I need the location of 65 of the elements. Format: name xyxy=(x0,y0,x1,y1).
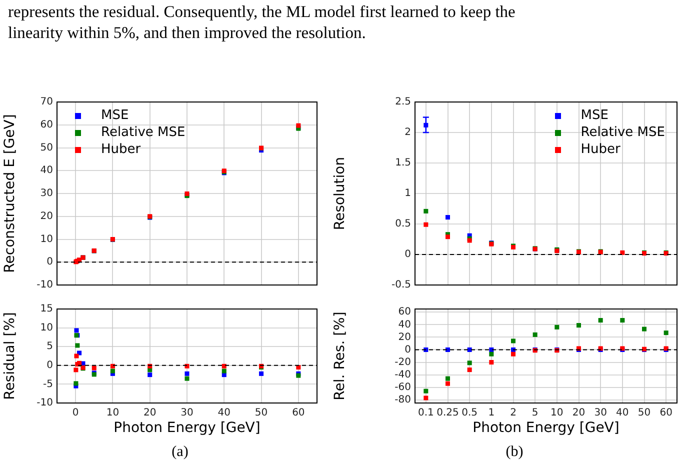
x-tick-label: 20 xyxy=(143,408,156,419)
legend-label: MSE xyxy=(580,107,608,124)
legend-label: Huber xyxy=(101,141,141,158)
y-tick-label: 1 xyxy=(404,188,411,200)
y-tick-label: 60 xyxy=(398,306,411,318)
y-tick-label: 0 xyxy=(46,256,53,268)
x-tick-label: 30 xyxy=(180,408,194,419)
y-tick-label: 0.5 xyxy=(395,218,411,230)
x-axis-title: Photon Energy [GeV] xyxy=(114,420,260,436)
y-tick-label: 0 xyxy=(404,249,411,260)
y-tick-label: -20 xyxy=(394,356,411,368)
x-tick-label: 30 xyxy=(594,408,607,419)
x-tick-label: 20 xyxy=(572,408,586,419)
y-tick-label: -10 xyxy=(36,280,53,291)
y-tick-label: 60 xyxy=(40,119,53,130)
y-tick-label: 40 xyxy=(398,319,411,330)
y-tick-label: 2.5 xyxy=(395,96,411,108)
y-tick-label: 40 xyxy=(40,165,53,176)
x-tick-label: 60 xyxy=(660,408,672,419)
y-tick-label: -80 xyxy=(394,394,411,406)
legend-label: Relative MSE xyxy=(580,124,665,141)
y-tick-label: 5 xyxy=(46,341,53,352)
y-tick-label: 0 xyxy=(46,360,53,371)
y-tick-label: 30 xyxy=(40,188,53,200)
x-tick-label: 0.5 xyxy=(462,408,478,419)
y-tick-label: 10 xyxy=(40,234,53,245)
y-tick-label: 20 xyxy=(40,210,53,222)
x-tick-label: 0.1 xyxy=(418,408,434,419)
legend-label: MSE xyxy=(101,107,129,124)
y-axis-title: Reconstructed E [GeV] xyxy=(2,114,18,273)
y-axis-title: Resolution xyxy=(332,156,348,230)
text: (a) xyxy=(170,443,190,462)
legend-label: Huber xyxy=(580,141,620,158)
x-tick-label: 60 xyxy=(292,408,305,419)
x-axis-title: Photon Energy [GeV] xyxy=(472,420,620,436)
y-tick-label: 2 xyxy=(404,127,411,138)
text: represents the residual. Consequently, the ML model first learned to keep the xyxy=(8,1,516,22)
text: linearity within 5%, and then improved the resolution. xyxy=(8,22,367,43)
y-tick-label: 50 xyxy=(40,142,53,154)
y-axis-title: Residual [%] xyxy=(2,312,18,400)
text: (b) xyxy=(504,443,524,462)
x-tick-label: 10 xyxy=(550,408,564,419)
x-tick-label: 1 xyxy=(488,408,495,419)
y-tick-label: 0 xyxy=(404,344,411,356)
x-tick-label: 40 xyxy=(616,408,629,419)
y-tick-label: -60 xyxy=(394,382,411,393)
legend-label: Relative MSE xyxy=(101,124,186,141)
x-tick-label: 5 xyxy=(532,408,538,419)
y-tick-label: 20 xyxy=(398,332,411,343)
x-tick-label: 10 xyxy=(106,408,120,419)
y-tick-label: 15 xyxy=(40,304,53,315)
x-tick-label: 40 xyxy=(218,408,231,419)
y-tick-label: -0.5 xyxy=(391,280,411,291)
y-axis-title: Rel. Res. [%] xyxy=(332,312,348,400)
x-tick-label: 2 xyxy=(510,408,516,419)
y-tick-label: -40 xyxy=(394,369,411,380)
y-tick-label: 10 xyxy=(40,322,53,334)
y-tick-label: 1.5 xyxy=(395,158,411,169)
y-tick-label: -10 xyxy=(36,398,53,409)
x-tick-label: 0 xyxy=(72,408,79,419)
x-tick-label: 50 xyxy=(638,408,651,419)
x-tick-label: 0.25 xyxy=(436,408,459,419)
y-tick-label: 70 xyxy=(40,96,53,108)
y-tick-label: -5 xyxy=(43,378,53,390)
x-tick-label: 50 xyxy=(254,408,268,419)
